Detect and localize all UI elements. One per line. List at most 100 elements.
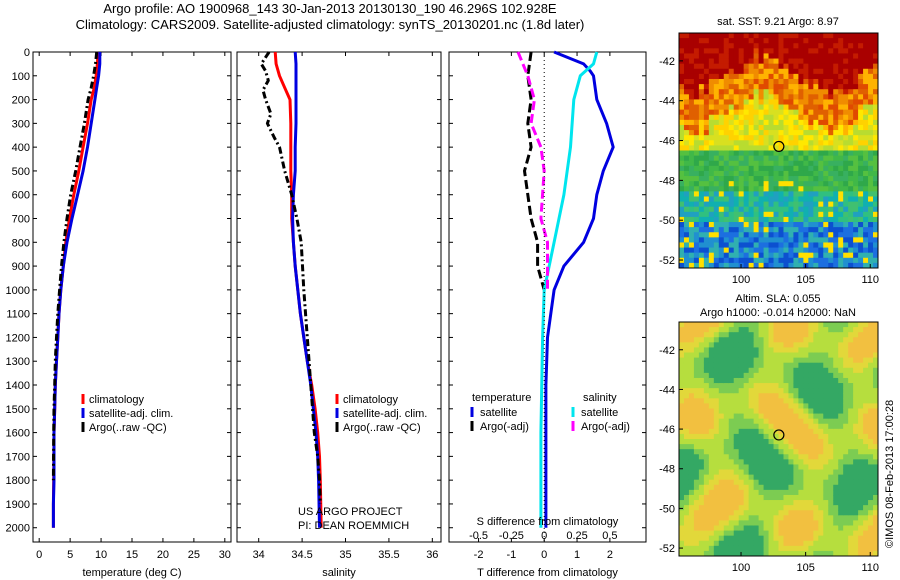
map-cell [788,130,794,136]
map-cell [748,494,755,501]
map-cell [768,84,775,90]
map-cell [863,191,869,197]
map-cell [679,423,685,430]
map-cell [793,337,799,343]
map-cell [778,94,784,100]
map-cell [763,99,770,106]
map-cell [813,357,819,364]
map-cell [713,206,720,213]
map-cell [838,73,844,80]
map-cell [833,89,839,95]
map-cell [683,444,690,450]
map-cell [783,357,789,364]
map-cell [758,33,765,39]
map-cell [823,357,829,364]
map-cell [818,347,824,354]
map-cell [683,145,690,151]
map-cell [733,525,740,532]
map-cell [708,357,715,364]
map-cell [833,201,839,208]
map-cell [753,242,760,249]
map-cell [798,403,804,409]
map-cell [703,388,710,394]
map-cell [728,540,735,547]
y-tick-label: 600 [12,190,30,202]
map-cell [713,160,720,167]
map-cell [818,393,824,399]
map-cell [778,418,784,425]
map-cell [843,525,849,532]
map-cell [843,383,849,389]
map-cell [773,393,779,399]
map-cell [703,352,710,359]
map-cell [813,322,819,328]
map-cell [698,242,705,249]
map-cell [708,186,715,192]
map-cell [813,520,819,526]
map-cell [838,464,844,471]
map-cell [763,140,770,146]
map-cell [793,459,799,465]
map-cell [728,78,735,85]
map-cell [843,484,849,491]
map-cell [688,237,695,243]
map-cell [828,242,834,249]
map-cell [848,428,854,435]
map-cell [843,211,849,218]
map-cell [863,398,869,404]
map-cell [713,383,720,389]
map-cell [679,176,685,182]
map-cell [738,247,745,254]
map-cell [848,377,854,384]
series-line-satellite [544,50,615,528]
map-cell [753,211,760,218]
map-cell [788,550,794,557]
map-cell [863,211,869,218]
map-cell [868,545,874,552]
map-cell [773,216,779,223]
map-cell [768,89,775,95]
map-cell [788,545,794,552]
map-cell [798,176,804,182]
map-cell [728,160,735,167]
map-cell [708,372,715,379]
map-cell [713,201,720,208]
map-cell [688,515,695,521]
map-cell [833,38,839,44]
map-cell [783,505,789,511]
map-cell [778,413,784,420]
map-cell [858,510,864,516]
map-cell [848,367,854,374]
map-cell [733,150,740,157]
map-cell [698,196,705,203]
map-cell [843,540,849,547]
map-cell [813,130,819,136]
map-cell [748,53,755,60]
map-cell [833,474,839,481]
map-cell [848,393,854,399]
map-cell [698,99,705,106]
map-cell [753,449,760,455]
map-cell [808,418,814,425]
map-cell [703,520,710,526]
map-cell [793,439,799,445]
map-cell [843,196,849,203]
map-cell [773,145,779,151]
map-cell [768,53,775,60]
map-cell [683,104,690,111]
map-cell [788,474,794,481]
map-cell [863,48,869,54]
map-cell [808,73,814,80]
map-cell [693,469,700,476]
map-cell [733,403,740,409]
map-cell [808,135,814,141]
map-cell [803,383,809,389]
map-cell [738,201,745,208]
map-cell [823,454,829,460]
map-cell [688,357,695,364]
map-cell [743,327,750,333]
map-cell [873,433,879,440]
map-cell [688,89,695,95]
map-cell [818,160,824,167]
map-cell [818,433,824,440]
